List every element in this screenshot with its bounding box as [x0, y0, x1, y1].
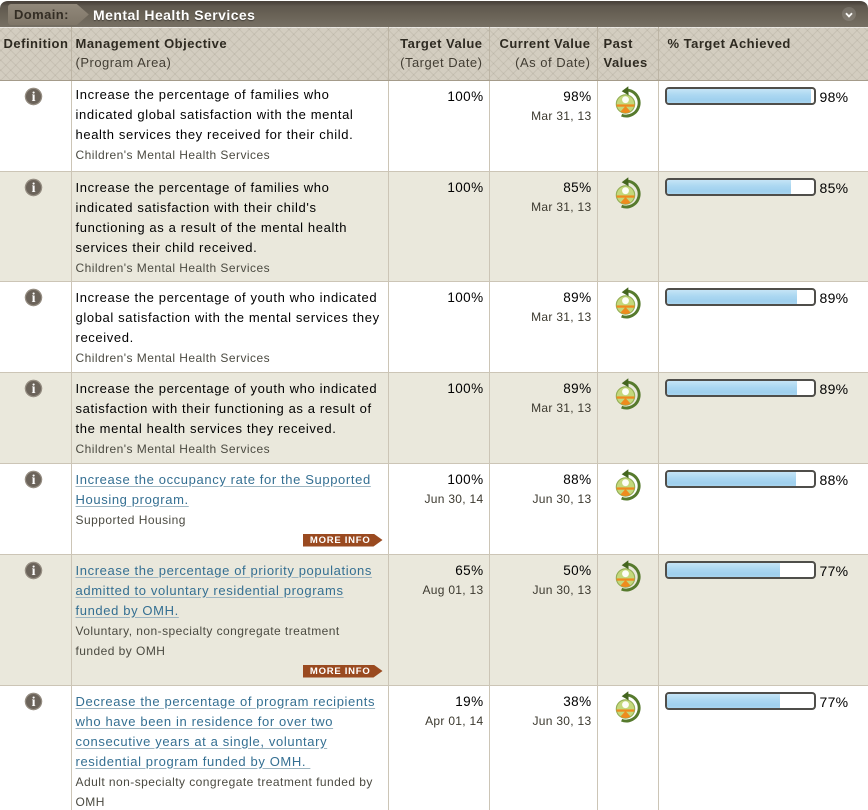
svg-text:i: i — [31, 90, 35, 105]
svg-text:i: i — [31, 473, 35, 488]
svg-text:i: i — [31, 382, 35, 397]
svg-text:i: i — [31, 181, 35, 196]
svg-text:i: i — [31, 291, 35, 306]
svg-text:i: i — [31, 695, 35, 710]
svg-text:i: i — [31, 564, 35, 579]
